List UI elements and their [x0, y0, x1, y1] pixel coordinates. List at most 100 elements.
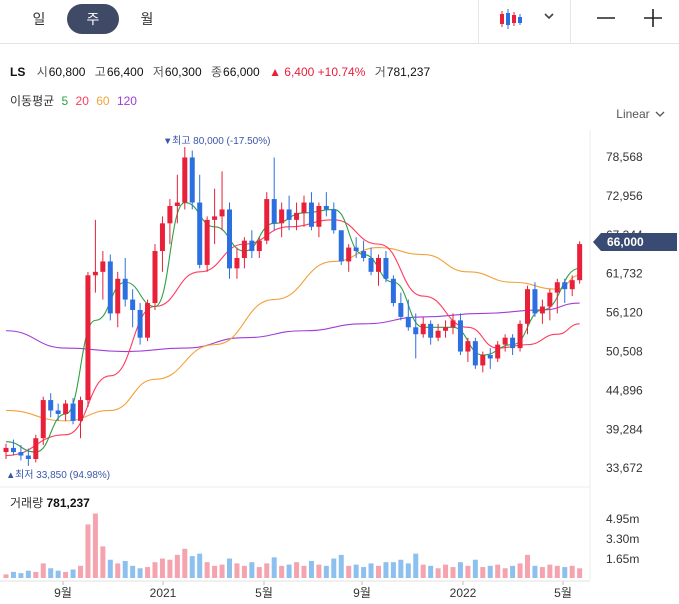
candle-body [182, 157, 188, 203]
candle-body [525, 289, 530, 324]
candle-body [167, 205, 173, 224]
ma5-line [5, 201, 580, 453]
candle-body [376, 257, 381, 272]
volume-bar [25, 570, 31, 578]
volume-bar [308, 560, 314, 578]
volume-bar [85, 524, 91, 578]
volume-bar [100, 546, 106, 578]
candle-body [443, 327, 449, 331]
close-value: 66,000 [223, 65, 260, 79]
candle-body [234, 257, 240, 269]
ma20-line [5, 219, 580, 457]
price-axis-tick: 39,284 [606, 422, 643, 436]
low-annotation: 최저 33,850 (94.98%) [15, 469, 110, 481]
candle-body [204, 219, 210, 265]
volume-bar [539, 567, 545, 578]
candle-body [413, 327, 419, 335]
volume-bar [577, 568, 583, 578]
volume-bar [383, 562, 389, 578]
candle-body [450, 320, 456, 328]
candle-body [308, 202, 314, 227]
volume-bar [167, 559, 173, 578]
volume-bar [495, 564, 501, 578]
candle-body [78, 400, 83, 421]
period-week-button[interactable]: 주 [67, 4, 119, 34]
period-month-button[interactable]: 월 [140, 11, 154, 27]
ma120-line [5, 302, 580, 353]
volume-panel-label: 거래량 [10, 496, 44, 510]
period-day-button[interactable]: 일 [32, 11, 46, 27]
volume-bar [249, 562, 255, 578]
volume-bar [152, 562, 158, 578]
open-value: 60,800 [48, 65, 86, 79]
candle-body [55, 410, 61, 414]
candle-body [10, 447, 16, 453]
ma60-label[interactable]: 60 [96, 94, 110, 108]
minus-icon[interactable] [591, 6, 621, 30]
price-axis-tick: 72,956 [606, 189, 643, 203]
candle-body [70, 403, 76, 421]
time-axis-tick: 9월 [54, 586, 72, 600]
volume-bar [48, 568, 54, 578]
volume-bar [40, 563, 46, 578]
volume-bar [316, 564, 322, 578]
time-axis-tick: 2022 [450, 586, 477, 600]
volume-bar [3, 574, 9, 578]
chevron-down-icon[interactable] [540, 9, 558, 23]
chart-toolbar: 일 주 월 [0, 0, 679, 44]
volume-bar [115, 563, 121, 578]
volume-bar [487, 565, 493, 578]
candle-body [368, 257, 374, 272]
volume-bar [569, 565, 575, 578]
candle-body [562, 282, 568, 290]
volume-bar [130, 565, 136, 578]
candle-body [279, 209, 285, 224]
low-annotation-arrow: ▲ [6, 470, 15, 481]
candle-body [286, 209, 292, 220]
current-price-value: 66,000 [607, 235, 644, 249]
candle-body [517, 323, 523, 349]
candle-body [107, 261, 113, 314]
chevron-down-icon [655, 111, 665, 117]
candle-body [294, 212, 300, 220]
candle-body [137, 309, 143, 338]
candle-body [18, 452, 24, 456]
candle-body [405, 316, 411, 328]
candle-body [353, 247, 359, 252]
candle-body [122, 278, 128, 300]
candle-body [92, 271, 98, 276]
volume-bar [18, 573, 24, 578]
volume-bar [264, 563, 270, 578]
candle-body [547, 292, 553, 307]
candle-body [338, 230, 344, 262]
candle-body [316, 205, 322, 227]
volume-value: 781,237 [386, 65, 431, 79]
candle-body [145, 303, 151, 338]
volume-bar [562, 567, 568, 578]
candle-body [331, 209, 337, 231]
change-percent: +10.74% [317, 65, 366, 79]
plus-icon[interactable] [637, 6, 667, 30]
volume-bar [398, 559, 404, 578]
volume-bar [420, 564, 426, 578]
candle-body [130, 299, 136, 310]
scale-selector[interactable]: Linear [616, 107, 665, 121]
volume-bar [286, 564, 292, 578]
quote-summary: LS 시60,800 고66,400 저60,300 종66,000 ▲ 6,4… [10, 63, 436, 80]
ma5-label[interactable]: 5 [61, 94, 69, 108]
candle-body [33, 438, 39, 459]
volume-bar [435, 568, 441, 578]
candlestick-icon[interactable] [498, 8, 524, 30]
time-axis-tick: 5월 [255, 586, 273, 600]
volume-bar [346, 565, 352, 578]
candle-body [174, 202, 180, 206]
price-axis-tick: 44,896 [606, 383, 643, 397]
ma20-label[interactable]: 20 [75, 94, 89, 108]
candle-body [63, 403, 69, 414]
ma120-label[interactable]: 120 [116, 94, 137, 108]
candle-body [115, 278, 121, 314]
candle-body [390, 278, 396, 304]
volume-bar [390, 562, 396, 578]
volume-axis-tick: 4.95m [606, 512, 639, 526]
